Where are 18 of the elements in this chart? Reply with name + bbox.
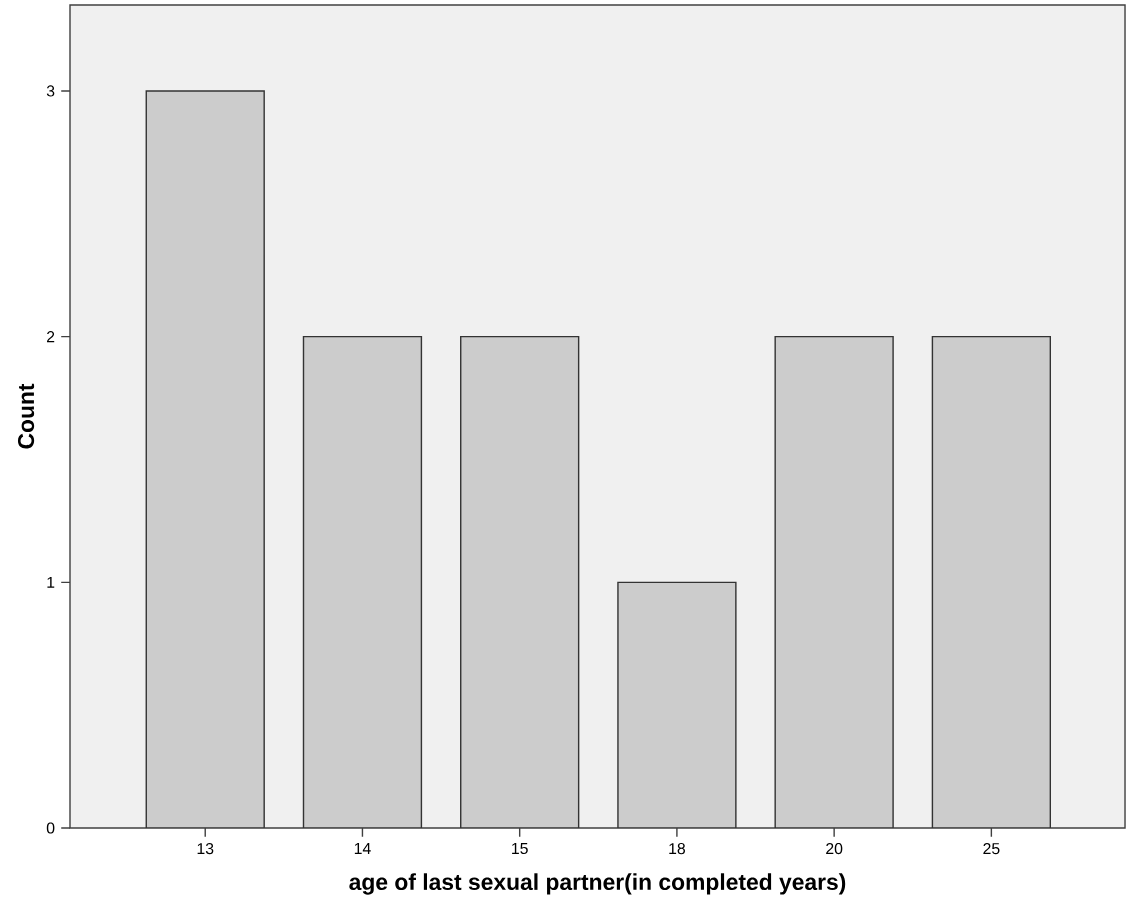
x-tick-label: 18: [669, 842, 686, 855]
bar: [302, 335, 423, 828]
x-tick-label: 20: [826, 842, 843, 855]
y-tick-label: 0: [46, 822, 55, 834]
y-axis-title: Count: [17, 383, 35, 449]
y-tick-label: 1: [47, 576, 55, 588]
x-tick-label: 14: [354, 842, 371, 854]
bar: [460, 335, 580, 828]
bar: [617, 581, 737, 828]
y-tick-label: 2: [47, 331, 55, 343]
bar: [931, 335, 1052, 828]
x-tick-label: 25: [983, 842, 1000, 855]
y-tick-label: 3: [46, 85, 55, 97]
x-tick-label: 15: [512, 842, 528, 855]
bar: [774, 335, 894, 828]
bar: [145, 90, 265, 828]
x-tick-label: 13: [197, 842, 214, 855]
x-axis-title: age of last sexual partner(in completed years): [349, 873, 846, 895]
